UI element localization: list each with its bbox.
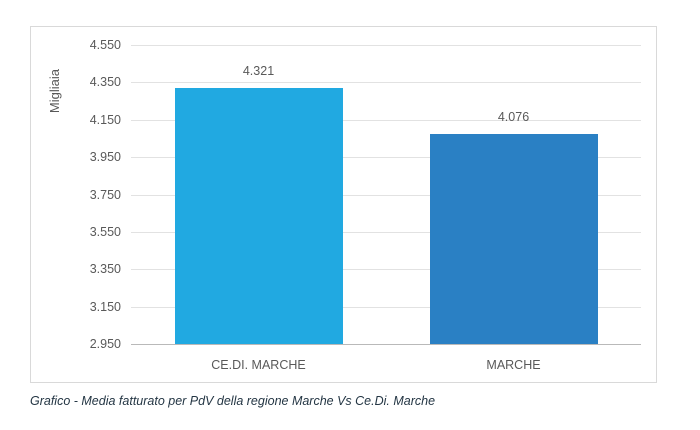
y-tick-label: 2.950 bbox=[89, 337, 121, 351]
y-axis-title-text: Migliaia bbox=[46, 68, 62, 114]
gridline bbox=[131, 45, 641, 46]
y-tick-label: 4.350 bbox=[89, 75, 121, 90]
y-tick-label: 3.550 bbox=[89, 224, 121, 239]
gridline bbox=[131, 231, 641, 233]
bar-ce-di-marche bbox=[174, 87, 343, 344]
y-tick-label: 3.750 bbox=[89, 187, 121, 202]
gridline bbox=[131, 82, 641, 84]
y-tick-label: 3.350 bbox=[89, 262, 121, 277]
plot-area: 4.321 4.076 bbox=[131, 45, 641, 345]
x-category-label: MARCHE bbox=[486, 358, 541, 372]
gridline bbox=[131, 157, 641, 159]
gridline bbox=[131, 306, 641, 308]
y-tick-label: 4.550 bbox=[89, 38, 121, 52]
chart-caption: Grafico - Media fatturato per PdV della … bbox=[30, 394, 436, 408]
chart-container: Migliaia 4.321 4.076 4.550 4.350 4.150 3.950… bbox=[30, 26, 657, 383]
gridline bbox=[131, 269, 641, 271]
gridline bbox=[131, 194, 641, 196]
y-tick-label: 3.950 bbox=[89, 150, 121, 165]
bar-marche bbox=[429, 133, 598, 344]
bar-value-label: 4.076 bbox=[497, 109, 530, 124]
x-category-label: CE.DI. MARCHE bbox=[211, 358, 306, 372]
x-axis-line bbox=[131, 344, 641, 345]
y-tick-label: 3.150 bbox=[89, 299, 121, 314]
y-tick-label: 4.150 bbox=[89, 112, 121, 127]
gridline bbox=[131, 119, 641, 121]
bar-value-label: 4.321 bbox=[242, 63, 275, 78]
y-axis-title: Migliaia bbox=[45, 49, 63, 133]
